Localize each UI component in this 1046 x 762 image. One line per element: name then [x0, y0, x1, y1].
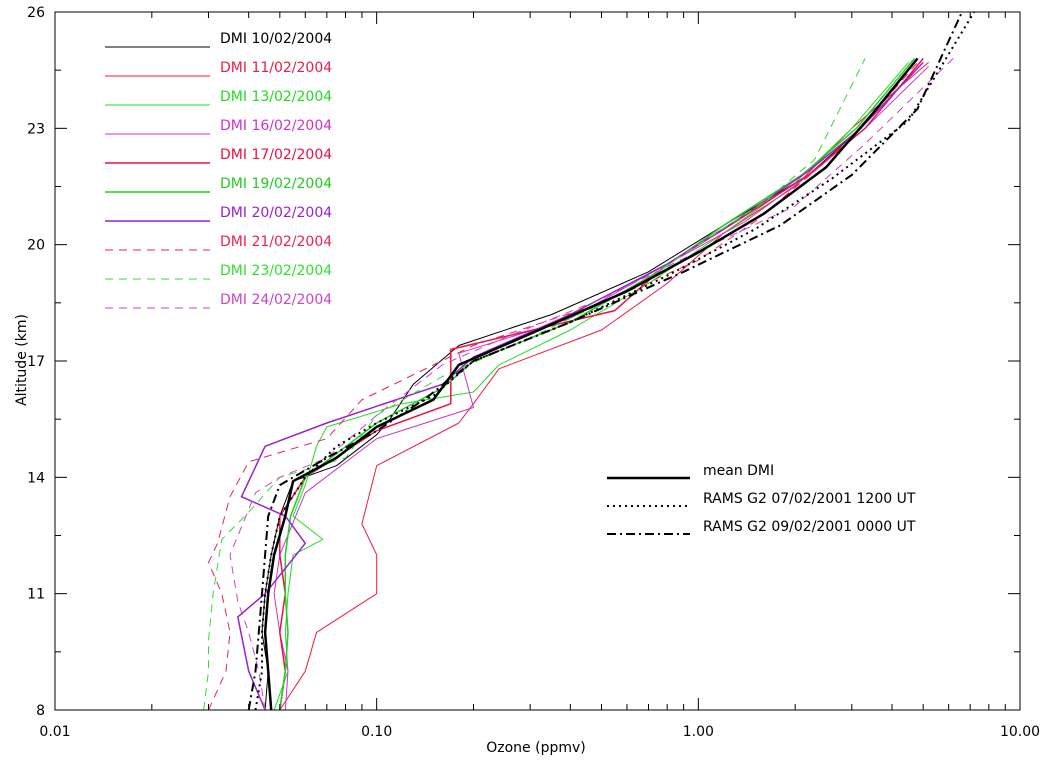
legend-label-8: DMI 23/02/2004 [220, 263, 332, 279]
series-line-10 [265, 59, 917, 711]
legend-label-9: DMI 24/02/2004 [220, 292, 332, 308]
y-tick-label: 11 [27, 587, 45, 603]
y-tick-label: 26 [27, 5, 45, 21]
x-tick-label: 0.10 [361, 724, 392, 740]
x-tick-label: 1.00 [683, 724, 714, 740]
series-line-9 [230, 59, 953, 711]
plot-layer [204, 12, 974, 710]
y-tick-label: 23 [27, 121, 45, 137]
series-line-0 [262, 59, 918, 711]
legend-label-4: DMI 17/02/2004 [220, 147, 332, 163]
x-tick-label: 0.01 [39, 724, 70, 740]
x-axis-title: Ozone (ppmv) [486, 740, 586, 756]
legend-label-5: DMI 19/02/2004 [220, 176, 332, 192]
legend-label-6: DMI 20/02/2004 [220, 205, 332, 221]
y-tick-label: 20 [27, 238, 45, 254]
legend-label-12: RAMS G2 09/02/2001 0000 UT [703, 519, 916, 535]
legend: DMI 10/02/2004 DMI 11/02/2004 DMI 13/02/20… [105, 31, 916, 535]
legend-label-1: DMI 11/02/2004 [220, 60, 332, 76]
legend-label-0: DMI 10/02/2004 [220, 31, 332, 47]
legend-label-7: DMI 21/02/2004 [220, 234, 332, 250]
series-line-12 [249, 12, 962, 710]
y-tick-label: 8 [36, 703, 45, 719]
legend-label-3: DMI 16/02/2004 [220, 118, 332, 134]
legend-label-11: RAMS G2 07/02/2001 1200 UT [703, 491, 916, 507]
legend-label-10: mean DMI [703, 463, 774, 479]
series-line-2 [274, 62, 908, 710]
x-tick-label: 10.00 [1000, 724, 1040, 740]
series-line-5 [280, 59, 915, 711]
legend-label-2: DMI 13/02/2004 [220, 89, 332, 105]
y-axis-title: Altitude (km) [14, 314, 30, 406]
y-tick-label: 14 [27, 470, 45, 486]
